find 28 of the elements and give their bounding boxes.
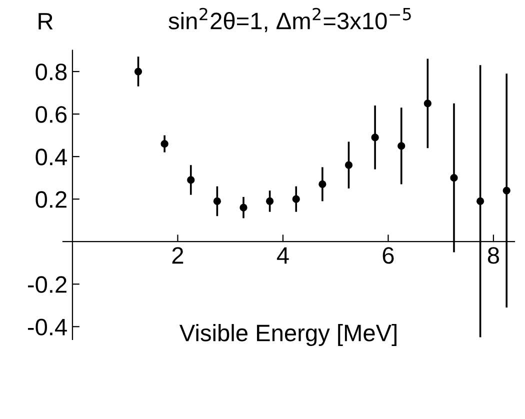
point [502,186,510,194]
y-axis-title: R [38,13,53,30]
point [160,140,168,148]
x-tick-label: 4 [276,247,289,264]
point [213,197,222,206]
point [318,180,326,188]
point [424,100,432,108]
y-tick-label: 0.2 [36,191,66,208]
point [240,204,248,212]
y-tick-label: -0.2 [28,276,66,293]
point [476,197,484,206]
point [187,176,195,184]
y-tick-label: 0.4 [36,148,67,166]
x-tick-label: 2 [172,247,184,264]
point [266,197,274,206]
y-tick-label: 0.8 [36,64,67,80]
y-tick-label: 0.6 [36,106,67,123]
point [292,195,300,203]
point [134,68,142,76]
x-axis-title: Visible Energy [MeV] [179,324,396,346]
point [344,161,353,169]
point [371,134,379,142]
point [398,142,406,150]
x-tick-label: 6 [382,247,394,264]
y-tick-label: -0.4 [28,318,67,336]
point [450,174,458,182]
chart-title: sin$^{2}$2θ=1, Δm$^{2}$=3x10$^{−5}$ [168,8,411,32]
x-tick-label: 8 [488,247,499,264]
